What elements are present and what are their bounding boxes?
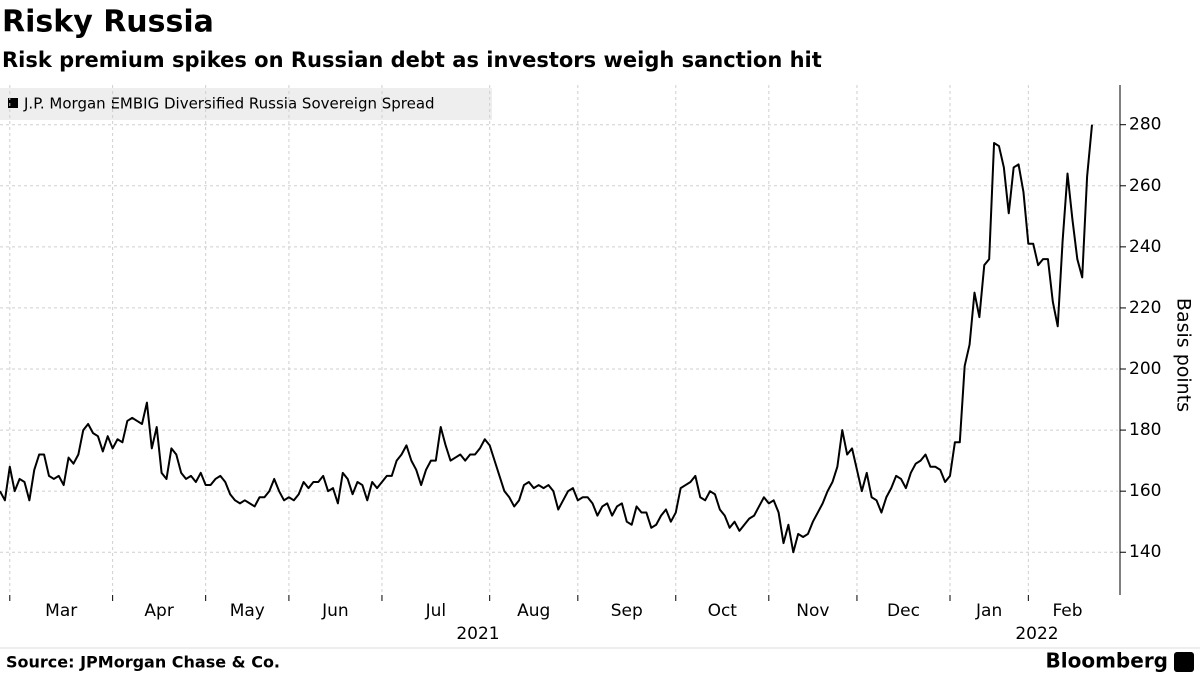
y-tick-label: 180 (1129, 420, 1161, 440)
brand: Bloomberg (1046, 649, 1168, 673)
x-tick-label: Feb (1052, 601, 1082, 621)
x-tick-label: Oct (708, 601, 738, 621)
y-tick-label: 200 (1129, 359, 1161, 379)
x-tick-label: Mar (45, 601, 77, 621)
legend-swatch (8, 98, 18, 108)
x-tick-label: Nov (796, 601, 829, 621)
y-tick-label: 260 (1129, 176, 1161, 196)
y-tick-label: 240 (1129, 237, 1161, 257)
y-tick-label: 140 (1129, 542, 1161, 562)
x-tick-label: Jul (425, 601, 447, 621)
year-label: 2022 (1015, 624, 1058, 644)
source: Source: JPMorgan Chase & Co. (6, 653, 280, 672)
chart-title: Risky Russia (2, 5, 214, 40)
x-tick-label: Jun (321, 601, 349, 621)
y-tick-label: 280 (1129, 115, 1161, 135)
chart-subtitle: Risk premium spikes on Russian debt as i… (2, 48, 822, 72)
x-tick-label: Apr (144, 601, 173, 621)
x-tick-label: Dec (887, 601, 920, 621)
x-tick-label: Jan (975, 601, 1002, 621)
y-tick-label: 160 (1129, 481, 1161, 501)
legend-box (0, 88, 492, 120)
x-tick-label: Aug (517, 601, 550, 621)
series-line (0, 124, 1093, 554)
legend-label: J.P. Morgan EMBIG Diversified Russia Sov… (23, 95, 435, 113)
year-label: 2021 (456, 624, 499, 644)
y-tick-label: 220 (1129, 298, 1161, 318)
x-tick-label: May (230, 601, 265, 621)
x-tick-label: Sep (611, 601, 643, 621)
y-axis-label: Basis points (1173, 298, 1195, 412)
brand-icon (1174, 652, 1194, 672)
